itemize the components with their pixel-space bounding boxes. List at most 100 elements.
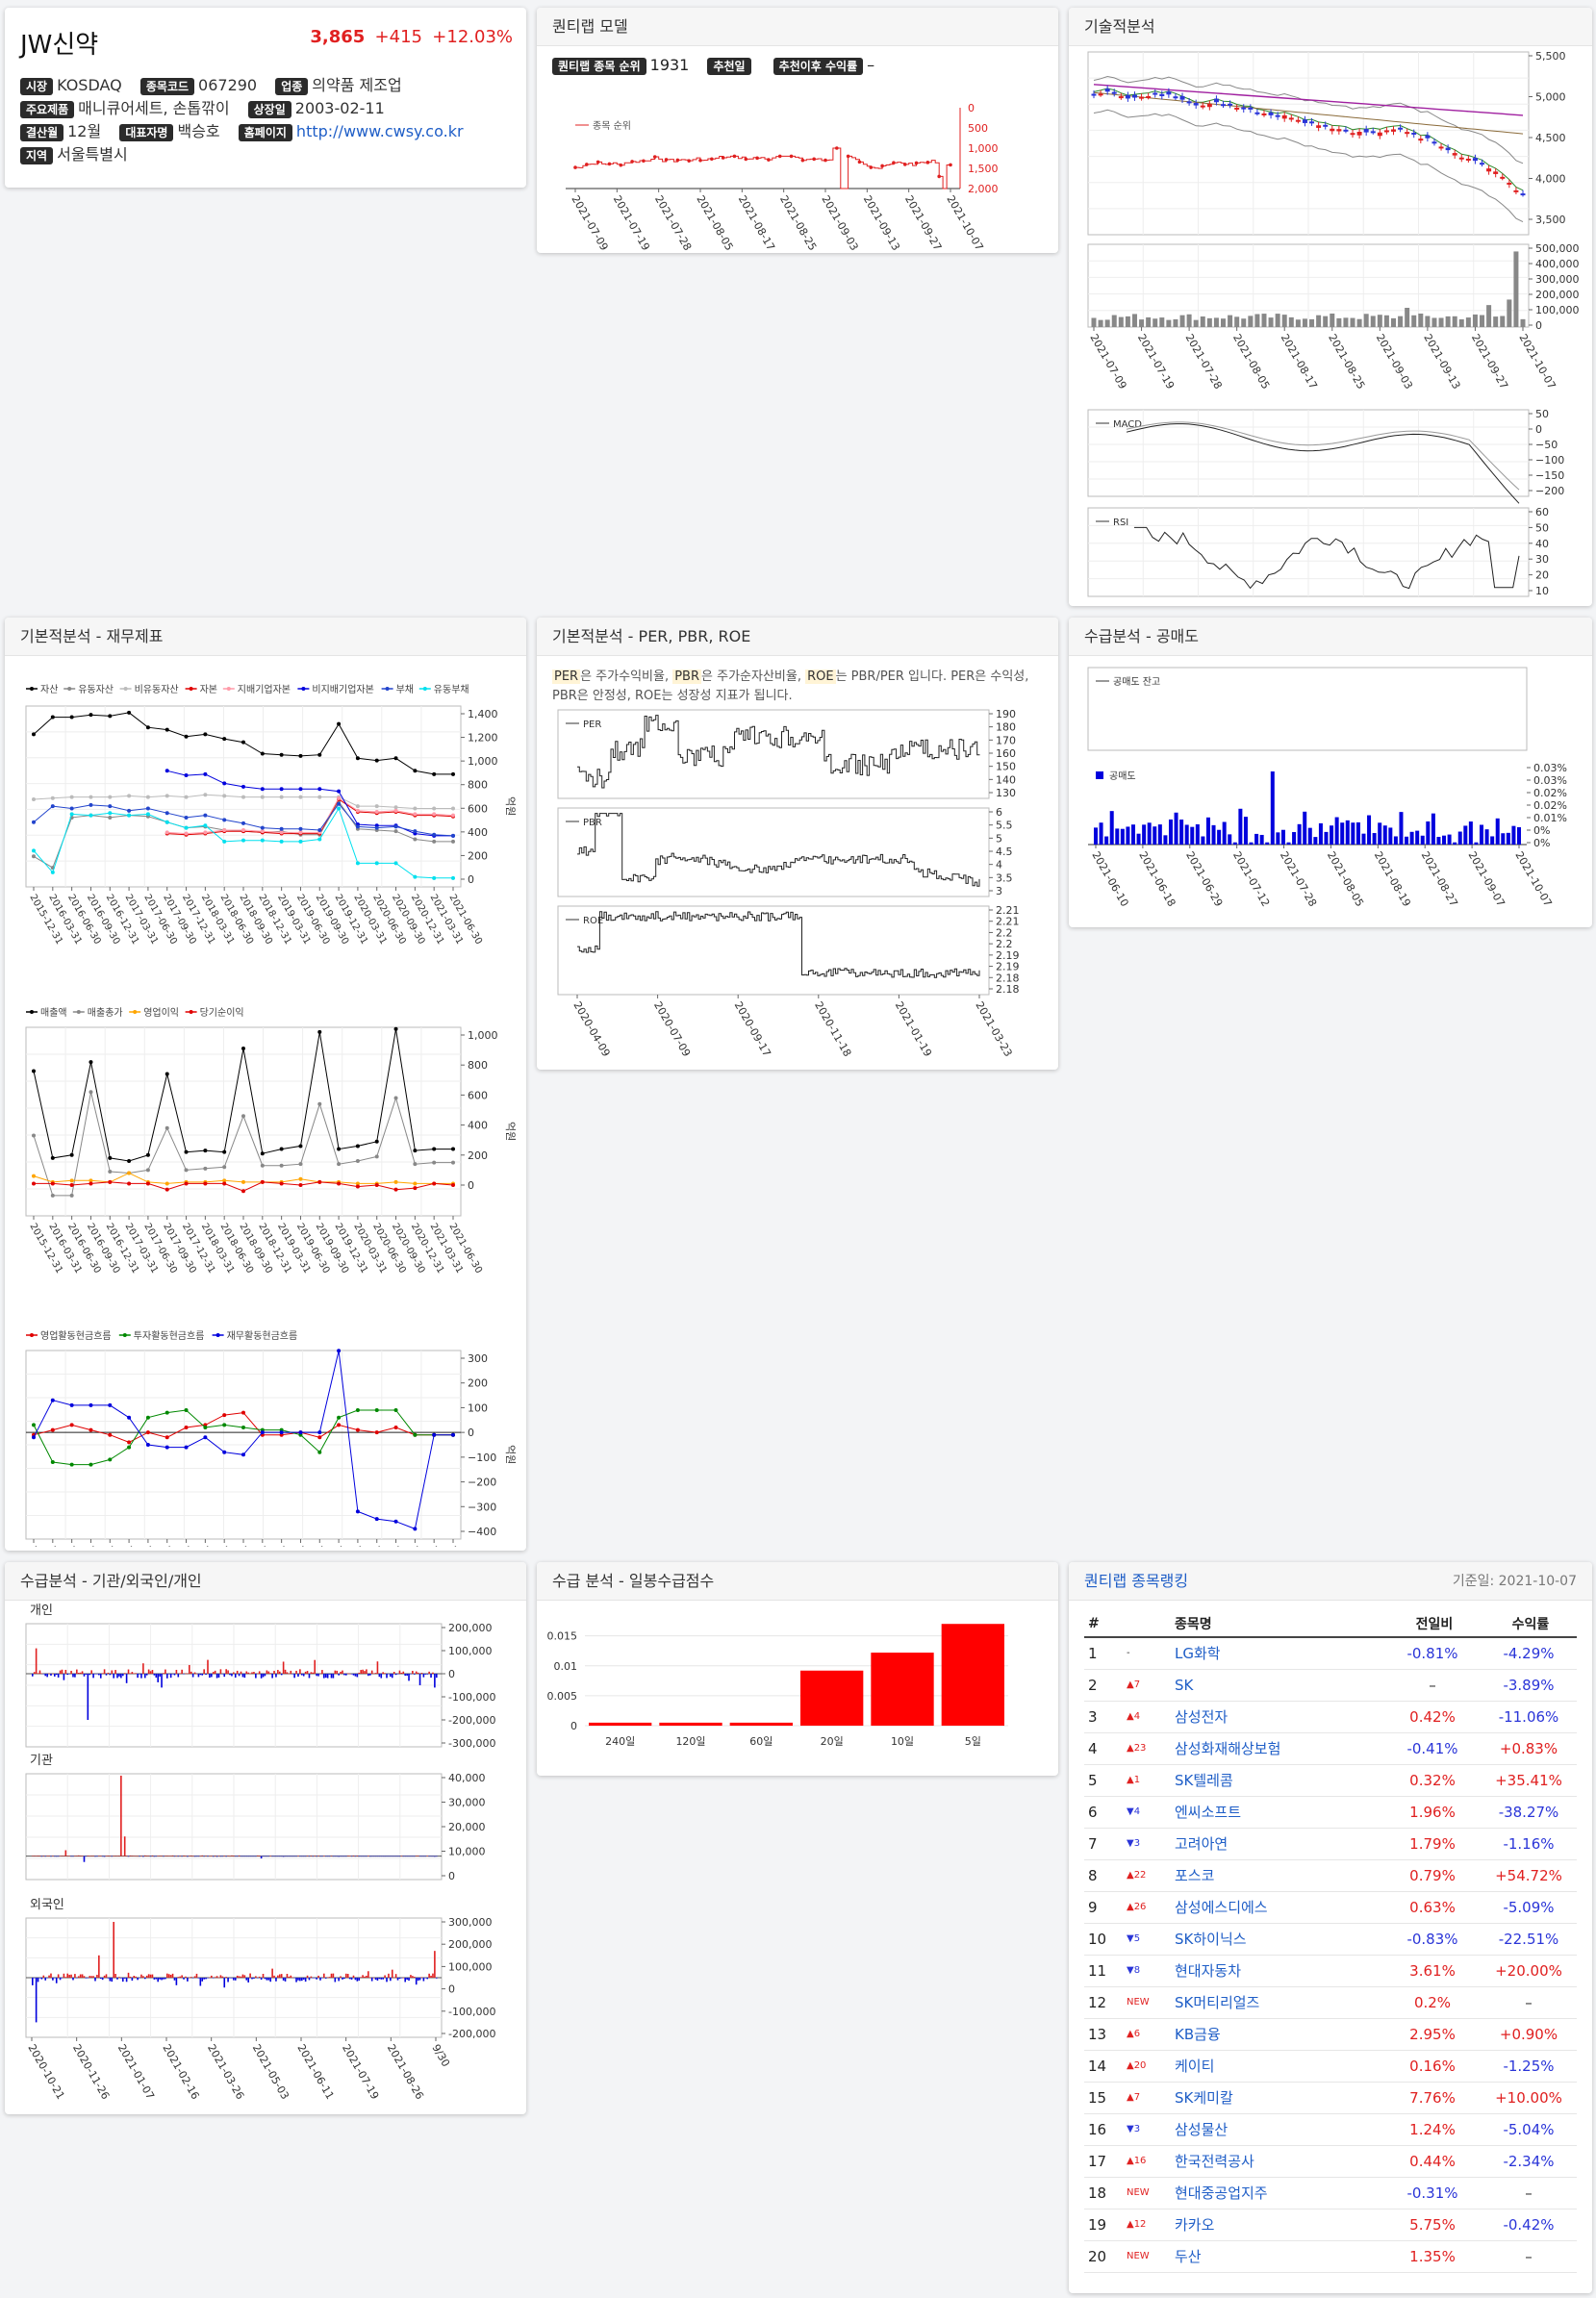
ranking-row[interactable]: 17 ▲16 한국전력공사 0.44% -2.34% bbox=[1084, 2145, 1577, 2178]
ranking-return: +10.00% bbox=[1481, 2082, 1577, 2114]
tech-rsi-ytick-label: 50 bbox=[1535, 521, 1549, 534]
ranking-row[interactable]: 2 ▲7 SK – -3.89% bbox=[1084, 1669, 1577, 1702]
tech-vol-ytick-label: 0 bbox=[1535, 319, 1542, 332]
supply-foreign-bar bbox=[412, 1976, 414, 1978]
ranking-row[interactable]: 18 NEW 현대중공업지주 -0.31% – bbox=[1084, 2177, 1577, 2210]
supply-indiv-bar bbox=[238, 1674, 241, 1677]
ranking-row[interactable]: 16 ▼3 삼성물산 1.24% -5.04% bbox=[1084, 2113, 1577, 2146]
supply-indiv-bar bbox=[153, 1674, 156, 1676]
ranking-stock-name[interactable]: 고려아연 bbox=[1171, 1828, 1384, 1860]
tech-candle bbox=[1370, 131, 1376, 134]
ranking-stock-name[interactable]: 삼성에스디에스 bbox=[1171, 1891, 1384, 1924]
supply-foreign-bar bbox=[105, 1974, 108, 1978]
ranking-title[interactable]: 퀀티랩 종목랭킹 bbox=[1084, 1572, 1189, 1590]
fin1-series-point bbox=[108, 815, 113, 820]
supply-foreign-bar bbox=[129, 1976, 132, 1978]
ranking-stock-name[interactable]: 삼성화재해상보험 bbox=[1171, 1732, 1384, 1765]
ranking-stock-name[interactable]: 카카오 bbox=[1171, 2209, 1384, 2241]
fin3-xtick-label: 2018-09-30 bbox=[237, 1545, 274, 1547]
ranking-stock-name[interactable]: SK케미칼 bbox=[1171, 2082, 1384, 2114]
fin2-series-point bbox=[69, 1152, 74, 1157]
ranking-stock-name[interactable]: 한국전력공사 bbox=[1171, 2145, 1384, 2178]
fin3-series-point bbox=[241, 1426, 245, 1429]
supply-inst-bar bbox=[332, 1856, 335, 1857]
supply-indiv-bar bbox=[413, 1674, 416, 1675]
supply-foreign-bar bbox=[167, 1974, 170, 1978]
tech-macd-line bbox=[1126, 423, 1520, 504]
ranking-row[interactable]: 14 ▲20 케이티 0.16% -1.25% bbox=[1084, 2050, 1577, 2083]
ranking-row[interactable]: 15 ▲7 SK케미칼 7.76% +10.00% bbox=[1084, 2082, 1577, 2114]
ranking-stock-name[interactable]: 두산 bbox=[1171, 2240, 1384, 2273]
ranking-stock-name[interactable]: KB금융 bbox=[1171, 2018, 1384, 2051]
ranking-row[interactable]: 3 ▲4 삼성전자 0.42% -11.06% bbox=[1084, 1701, 1577, 1733]
tech-candle bbox=[1261, 113, 1267, 115]
score-bar bbox=[589, 1722, 652, 1726]
supply-indiv-bar bbox=[52, 1673, 54, 1675]
ranking-row[interactable]: 20 NEW 두산 1.35% – bbox=[1084, 2240, 1577, 2273]
supply-indiv-bar bbox=[319, 1673, 321, 1675]
fin3-xtick-label: 2019-06-30 bbox=[294, 1545, 332, 1547]
ranking-row[interactable]: 19 ▲12 카카오 5.75% -0.42% bbox=[1084, 2209, 1577, 2241]
supply-indiv-bar bbox=[66, 1674, 69, 1676]
ranking-stock-name[interactable]: 포스코 bbox=[1171, 1859, 1384, 1892]
supply-foreign-bar bbox=[61, 1978, 63, 1979]
fin1-series-point bbox=[298, 795, 303, 799]
short-ytick-label: 0.03% bbox=[1533, 762, 1567, 774]
fin2-legend-dot bbox=[189, 1010, 193, 1014]
quant-xtick-label: 2021-08-25 bbox=[777, 193, 819, 250]
supply-foreign-bar bbox=[171, 1973, 174, 1978]
fin2-series-point bbox=[69, 1193, 74, 1198]
ranking-stock-name[interactable]: LG화학 bbox=[1171, 1637, 1384, 1670]
fin1-ytick-label: 1,200 bbox=[468, 732, 498, 745]
supply-foreign-bar bbox=[99, 1978, 102, 1980]
supply-foreign-bar bbox=[197, 1978, 200, 1979]
quant-rank-point bbox=[675, 158, 680, 163]
ranking-stock-name[interactable]: 케이티 bbox=[1171, 2050, 1384, 2083]
ranking-row[interactable]: 1- LG화학 -0.81% -4.29% bbox=[1084, 1637, 1577, 1670]
score-ytick-label: 0.01 bbox=[554, 1660, 578, 1673]
ranking-row[interactable]: 10 ▼5 SK하이닉스 -0.83% -22.51% bbox=[1084, 1923, 1577, 1956]
short-balance-label: 공매도 잔고 bbox=[1113, 676, 1160, 688]
supply-foreign-bar bbox=[370, 1978, 373, 1982]
ranking-stock-name[interactable]: SK bbox=[1171, 1669, 1384, 1702]
ranking-stock-name[interactable]: 삼성물산 bbox=[1171, 2113, 1384, 2146]
ranking-stock-name[interactable]: SK하이닉스 bbox=[1171, 1923, 1384, 1956]
supply-card: 수급분석 - 기관/외국인/개인 개인 200,000 100,000 0 -100,0… bbox=[5, 1562, 526, 2114]
ranking-stock-name[interactable]: SK머티리얼즈 bbox=[1171, 1986, 1384, 2019]
supply-foreign-bar bbox=[137, 1978, 139, 1981]
ranking-row[interactable]: 4 ▲23 삼성화재해상보험 -0.41% +0.83% bbox=[1084, 1732, 1577, 1765]
fin3-series-point bbox=[317, 1430, 322, 1435]
ranking-row[interactable]: 7 ▼3 고려아연 1.79% -1.16% bbox=[1084, 1828, 1577, 1860]
supply-foreign-bar bbox=[116, 1978, 118, 1980]
return-badge: 추천이후 수익률 bbox=[773, 58, 864, 75]
ranking-row[interactable]: 11 ▼8 현대자동차 3.61% +20.00% bbox=[1084, 1955, 1577, 1987]
fin1-series-point bbox=[203, 771, 208, 776]
quant-rank-point bbox=[664, 158, 669, 162]
ranking-row[interactable]: 6 ▼4 엔씨소프트 1.96% -38.27% bbox=[1084, 1796, 1577, 1829]
ranking-row[interactable]: 9 ▲26 삼성에스디에스 0.63% -5.09% bbox=[1084, 1891, 1577, 1924]
ranking-row[interactable]: 5 ▲1 SK텔레콤 0.32% +35.41% bbox=[1084, 1764, 1577, 1797]
supply-foreign-bar bbox=[157, 1978, 160, 1982]
ranking-stock-name[interactable]: 현대자동차 bbox=[1171, 1955, 1384, 1987]
short-bar bbox=[1463, 825, 1468, 845]
ranking-stock-name[interactable]: SK텔레콤 bbox=[1171, 1764, 1384, 1797]
fin3-xtick-label: 2017-03-31 bbox=[122, 1545, 160, 1547]
ranking-row[interactable]: 12 NEW SK머티리얼즈 0.2% – bbox=[1084, 1986, 1577, 2019]
tech-volume-bar bbox=[1438, 317, 1444, 327]
supply-indiv-bar bbox=[236, 1670, 239, 1674]
ranking-rank: 9 bbox=[1084, 1891, 1123, 1924]
homepage-link[interactable]: http://www.cwsy.co.kr bbox=[295, 122, 464, 140]
supply-inst-bar bbox=[181, 1856, 183, 1857]
supply-indiv-bar bbox=[225, 1669, 227, 1674]
tech-title: 기술적분석 bbox=[1069, 8, 1592, 46]
ranking-stock-name[interactable]: 현대중공업지주 bbox=[1171, 2177, 1384, 2210]
short-bar bbox=[1276, 832, 1280, 845]
ranking-stock-name[interactable]: 삼성전자 bbox=[1171, 1701, 1384, 1733]
ranking-stock-name[interactable]: 엔씨소프트 bbox=[1171, 1796, 1384, 1829]
supply-indiv-bar bbox=[428, 1671, 430, 1674]
ranking-row[interactable]: 8 ▲22 포스코 0.79% +54.72% bbox=[1084, 1859, 1577, 1892]
supply-indiv-bar bbox=[105, 1674, 108, 1676]
ranking-row[interactable]: 13 ▲6 KB금융 2.95% +0.90% bbox=[1084, 2018, 1577, 2051]
tech-charts: 5,5005,0004,5004,0003,500500,000400,0003… bbox=[1087, 50, 1579, 597]
supply-foreign-bar bbox=[111, 1978, 114, 1982]
